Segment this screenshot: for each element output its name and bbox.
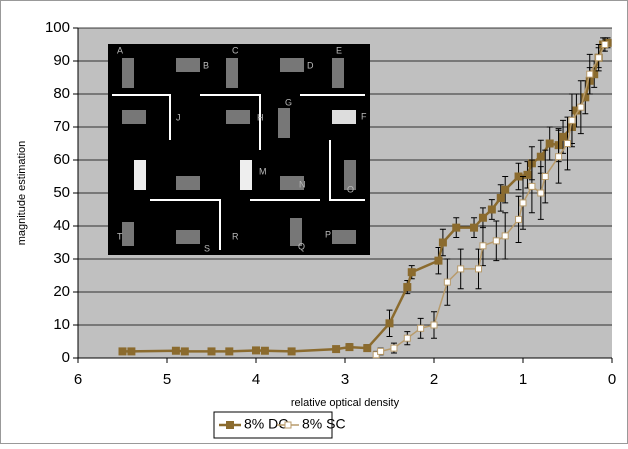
y-tick-label: 70 bbox=[53, 118, 70, 135]
x-tick-label: 4 bbox=[252, 371, 260, 388]
marker bbox=[555, 153, 563, 161]
legend-marker bbox=[284, 421, 292, 429]
inset-label: F bbox=[361, 111, 367, 121]
marker bbox=[537, 189, 545, 197]
marker bbox=[457, 265, 465, 273]
marker bbox=[385, 319, 394, 328]
marker bbox=[479, 242, 487, 250]
inset-label: G bbox=[285, 97, 292, 107]
y-tick-label: 100 bbox=[45, 19, 70, 36]
x-tick-label: 5 bbox=[163, 371, 171, 388]
marker bbox=[601, 41, 609, 48]
marker bbox=[541, 173, 549, 180]
marker bbox=[407, 268, 416, 277]
x-tick-label: 1 bbox=[519, 371, 527, 388]
marker bbox=[390, 344, 398, 352]
marker bbox=[475, 265, 482, 273]
y-tick-label: 60 bbox=[53, 151, 70, 168]
x-tick-label: 6 bbox=[74, 371, 82, 388]
marker bbox=[501, 185, 510, 194]
marker bbox=[287, 347, 296, 356]
marker bbox=[577, 103, 585, 111]
legend-label: 8% SC bbox=[302, 416, 346, 432]
y-tick-label: 50 bbox=[53, 184, 70, 201]
marker bbox=[496, 193, 505, 202]
inset-label: M bbox=[259, 166, 267, 176]
inset-label: Q bbox=[298, 241, 305, 251]
x-tick-label: 3 bbox=[341, 371, 349, 388]
inset-label: J bbox=[176, 112, 181, 122]
marker bbox=[417, 324, 425, 332]
marker bbox=[225, 347, 234, 356]
inset-label: A bbox=[117, 45, 123, 55]
legend: 8% DC 8% SC bbox=[213, 411, 346, 439]
marker bbox=[260, 346, 269, 355]
inset-label: S bbox=[204, 243, 210, 253]
marker bbox=[438, 238, 447, 247]
marker bbox=[452, 223, 461, 232]
marker bbox=[478, 213, 487, 222]
marker bbox=[492, 237, 500, 245]
y-tick-label: 20 bbox=[53, 283, 70, 300]
marker bbox=[536, 152, 545, 161]
data-layer bbox=[118, 37, 612, 359]
marker bbox=[528, 182, 536, 190]
marker bbox=[332, 345, 341, 354]
marker bbox=[345, 343, 354, 352]
marker bbox=[127, 347, 136, 356]
inset-label: D bbox=[307, 60, 314, 70]
x-axis-label: relative optical density bbox=[291, 397, 400, 409]
y-tick-label: 10 bbox=[53, 316, 70, 333]
inset-label: R bbox=[232, 231, 239, 241]
marker bbox=[171, 346, 180, 355]
x-tick-label: 2 bbox=[430, 371, 438, 388]
marker bbox=[564, 140, 571, 147]
inset-image: A B C D E J H G F M N O T S R Q P bbox=[108, 44, 370, 255]
marker bbox=[568, 116, 576, 124]
y-tick-label: 90 bbox=[53, 52, 70, 69]
marker bbox=[545, 139, 554, 148]
y-tick-label: 30 bbox=[53, 250, 70, 267]
marker bbox=[515, 215, 523, 223]
x-tick-label: 0 bbox=[608, 371, 616, 388]
marker bbox=[586, 70, 594, 78]
marker bbox=[403, 283, 412, 292]
marker bbox=[252, 346, 260, 355]
marker bbox=[519, 199, 527, 207]
marker bbox=[487, 205, 496, 214]
inset-label: N bbox=[299, 179, 306, 189]
inset-label: T bbox=[117, 231, 123, 241]
marker bbox=[207, 347, 216, 356]
marker bbox=[501, 232, 509, 240]
marker bbox=[434, 256, 443, 265]
inset-shapes bbox=[122, 58, 356, 246]
y-tick-label: 80 bbox=[53, 85, 70, 102]
inset-label: H bbox=[257, 112, 264, 122]
marker bbox=[470, 223, 479, 232]
marker bbox=[595, 54, 603, 62]
marker bbox=[403, 334, 411, 342]
inset-label: E bbox=[336, 45, 342, 55]
marker bbox=[559, 132, 568, 141]
inset-label: C bbox=[232, 45, 239, 55]
marker bbox=[443, 278, 451, 286]
inset-background bbox=[108, 44, 370, 255]
marker bbox=[581, 93, 590, 102]
marker bbox=[363, 344, 372, 353]
y-tick-label: 0 bbox=[62, 349, 70, 366]
marker bbox=[180, 347, 189, 356]
marker bbox=[523, 170, 532, 179]
marker bbox=[377, 347, 385, 355]
inset-label: P bbox=[325, 229, 331, 239]
legend-marker bbox=[226, 421, 234, 429]
marker bbox=[430, 321, 438, 329]
y-axis-label: magnitude estimation bbox=[16, 141, 28, 246]
y-tick-label: 40 bbox=[53, 217, 70, 234]
marker bbox=[118, 347, 127, 356]
inset-label: B bbox=[203, 60, 209, 70]
inset-label: O bbox=[347, 184, 354, 194]
inset-lines bbox=[112, 94, 365, 250]
legend-label: 8% DC bbox=[244, 416, 288, 432]
